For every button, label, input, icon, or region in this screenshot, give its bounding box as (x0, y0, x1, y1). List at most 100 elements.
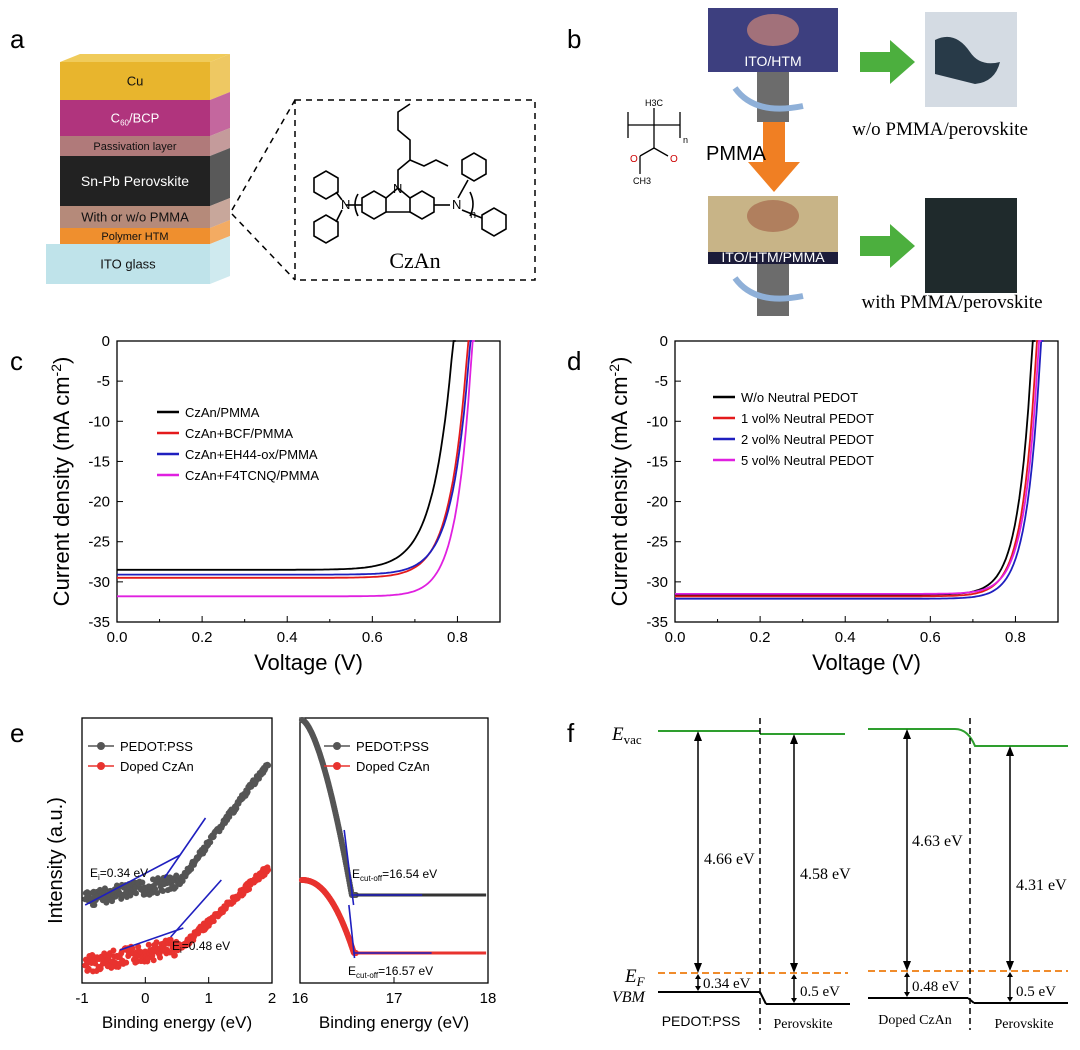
layer-top (60, 54, 230, 62)
layer-5 (60, 228, 210, 244)
ups-left-xtick-0: -1 (75, 990, 88, 1007)
chart-c-xtick-2: 0.4 (277, 629, 298, 646)
zoom-line-bottom (231, 213, 296, 281)
ups-left-point-b (110, 947, 117, 954)
chart-d-ytick-1: -5 (655, 373, 668, 390)
layer-side-0 (210, 54, 230, 100)
chart-d-xtick-2: 0.4 (835, 629, 856, 646)
chart-c-legend-label-0: CzAn/PMMA (185, 405, 260, 420)
chart-d-legend-label-0: W/o Neutral PEDOT (741, 390, 858, 405)
bottom-result-label: with PMMA/perovskite (861, 292, 1042, 313)
ups-left-point-a (154, 890, 161, 897)
orange-arrow-shaft (763, 122, 785, 164)
chart-c-legend-label-1: CzAn+BCF/PMMA (185, 426, 293, 441)
chart-c-ytick-1: -5 (97, 373, 110, 390)
n-atom-left: N (341, 197, 350, 212)
ups-left-point-a (188, 866, 195, 873)
panel-f: f (567, 718, 1068, 1032)
panel-label-d: d (567, 346, 581, 376)
ups-left-point-a (139, 879, 146, 886)
n-atom-center: N (393, 181, 402, 196)
chart-c-ylabel: Current density (mA cm-2) (48, 357, 74, 607)
ups-right-xtick-1: 17 (386, 990, 403, 1007)
ups-left-point-b (153, 939, 160, 946)
panel-c: c 0.0 0.2 0.4 0.6 0.8 0 -5 -10 -15 -20 -25 -30 -35 Vo… (10, 333, 501, 675)
pmma-o-carbonyl: O (670, 154, 678, 165)
ups-right-xlabel: Binding energy (eV) (319, 1013, 469, 1032)
vbm-offset-pedot: 0.34 eV (703, 976, 751, 992)
material-czan: Doped CzAn (878, 1013, 952, 1028)
substrate-bottom-base (708, 252, 838, 264)
layer-label-4: With or w/o PMMA (81, 210, 189, 225)
ups-left-point-b (150, 957, 157, 964)
ups-charts: -1 0 1 2 Binding energy (eV) Intensity (a.u.)… (45, 717, 496, 1032)
ups-left-point-a (103, 899, 110, 906)
n-subscript: n (470, 209, 476, 221)
chart-c-xlabel: Voltage (V) (254, 650, 363, 675)
layer-side-1 (210, 92, 230, 136)
chart-c-ytick-2: -10 (88, 413, 110, 430)
chart-c-series-0 (117, 340, 456, 571)
jv-chart-d: 0.0 0.2 0.4 0.6 0.8 0 -5 -10 -15 -20 -25 -30 -35 Volt… (606, 333, 1059, 675)
n-atom-right: N (452, 197, 461, 212)
rotation-arrow-bottom (732, 276, 804, 302)
ups-left-point-a (265, 762, 272, 769)
rotation-arrow-top (732, 86, 804, 112)
chart-d-xtick-0: 0.0 (665, 629, 686, 646)
chart-d-legend-label-1: 1 vol% Neutral PEDOT (741, 411, 874, 426)
spindle-bottom (757, 264, 789, 316)
material-perov-right: Perovskite (994, 1017, 1053, 1032)
chart-c-legend-label-3: CzAn+F4TCNQ/PMMA (185, 468, 319, 483)
material-perov-left: Perovskite (773, 1017, 832, 1032)
ups-left-ylabel: Intensity (a.u.) (45, 797, 67, 924)
panel-label-f: f (567, 718, 575, 748)
ups-left-annotation-1: Ei=0.48 eV (172, 939, 230, 955)
chart-d-ylabel: Current density (mA cm-2) (606, 357, 632, 607)
chart-d-ytick-2: -10 (646, 413, 668, 430)
ups-left-point-b (171, 952, 178, 959)
ups-left-xtick-1: 0 (141, 990, 149, 1007)
chart-c-frame (116, 340, 501, 623)
ups-left-point-a (159, 887, 166, 894)
ups-right-annotation-0: Ecut-off=16.54 eV (352, 867, 437, 883)
pmma-ch3b-label: CH3 (633, 176, 651, 186)
chart-d-xtick-4: 0.8 (1005, 629, 1026, 646)
ups-left-point-b (157, 954, 164, 961)
droplet-bottom (747, 200, 799, 232)
ups-left-point-a (207, 839, 214, 846)
ups-right-legend-marker-0 (333, 742, 341, 750)
layer-side-3 (210, 148, 230, 206)
chart-d-ytick-3: -15 (646, 453, 668, 470)
chart-c-ytick-0: 0 (102, 333, 110, 350)
ups-right-annotation-1: Ecut-off=16.57 eV (348, 964, 433, 980)
ups-right-legend-label-0: PEDOT:PSS (356, 739, 429, 754)
pmma-label: PMMA (706, 143, 767, 165)
panel-label-e: e (10, 718, 24, 748)
spindle-top (757, 72, 789, 122)
ups-left-xlabel: Binding energy (eV) (102, 1013, 252, 1032)
chart-d-series-3 (675, 340, 1042, 595)
ups-right-frame (299, 717, 489, 984)
layer-label-3: Sn-Pb Perovskite (81, 173, 189, 189)
vbm-offset-czan: 0.48 eV (912, 979, 960, 995)
top-result-label: w/o PMMA/perovskite (852, 119, 1028, 140)
evac-label: Evac (611, 724, 642, 747)
ups-left-point-b (97, 965, 104, 972)
chart-d-ytick-0: 0 (660, 333, 668, 350)
layer-side-2 (210, 128, 230, 156)
panel-label-c: c (10, 346, 23, 376)
chart-c-legend-label-2: CzAn+EH44-ox/PMMA (185, 447, 318, 462)
chart-c-xtick-0: 0.0 (107, 629, 128, 646)
pmma-structure (627, 108, 681, 174)
gap-label-perov-right: 4.31 eV (1016, 877, 1067, 894)
ups-left-point-a (172, 884, 179, 891)
layer-label-0: Cu (127, 74, 144, 89)
ups-left-xtick-3: 2 (268, 990, 276, 1007)
layer-6 (46, 244, 210, 284)
chart-d-ytick-4: -20 (646, 494, 668, 511)
evac-doped-czan (868, 728, 1068, 747)
ups-left-point-b (123, 959, 130, 966)
vbm-label: VBM (612, 989, 647, 1006)
layer-2 (60, 136, 210, 156)
